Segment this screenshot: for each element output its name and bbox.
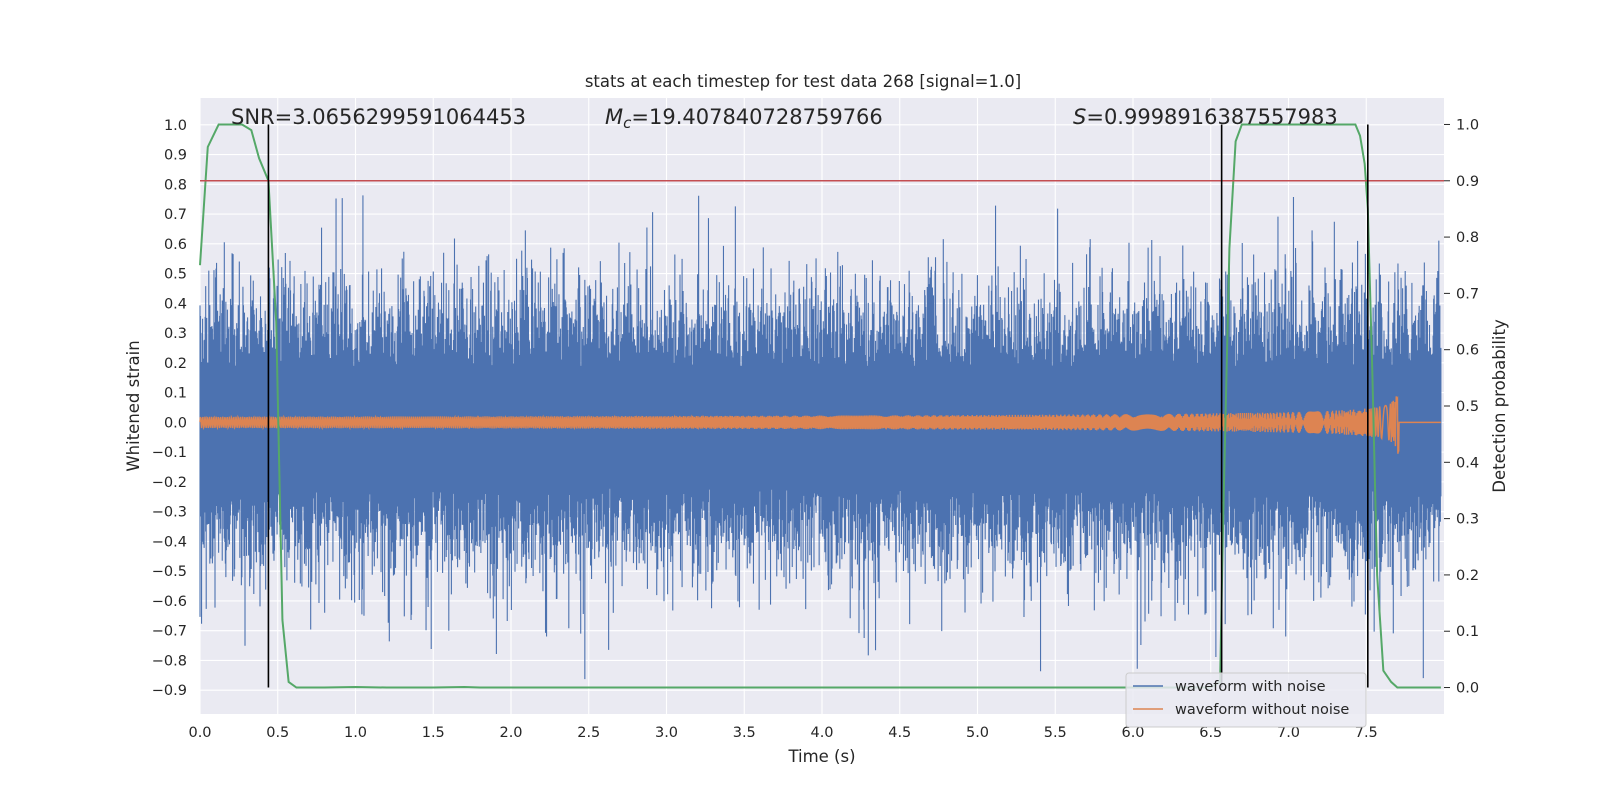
annotations: SNR=3.0656299591064453 Mc=19.40784072875… [231, 105, 1338, 132]
y-tick-label: −0.6 [152, 594, 187, 610]
y-axis-left: 1.0 0.9 0.8 0.7 0.6 0.5 0.4 0.3 0.2 0.1 0.0 −0.1 −0.… [152, 118, 187, 699]
chart-title: stats at each timestep for test data 268… [585, 72, 1021, 91]
legend: waveform with noise waveform without noi… [1125, 672, 1367, 728]
significance-symbol: S [1073, 105, 1086, 129]
y-right-tick-label: 0.9 [1456, 174, 1479, 190]
x-tick-label: 2.5 [577, 725, 600, 741]
x-tick-label: 6.5 [1199, 725, 1222, 741]
x-tick-label: 1.5 [422, 725, 445, 741]
y-axis-right: 1.0 0.9 0.8 0.7 0.6 0.5 0.4 0.3 0.2 0.1 0.0 [1444, 117, 1479, 697]
chirp-mass-symbol: M [605, 105, 623, 129]
y-axis-right-label: Detection probability [1490, 319, 1509, 493]
y-tick-label: −0.7 [152, 624, 187, 640]
y-tick-label: −0.1 [152, 445, 187, 461]
snr-annotation: SNR=3.0656299591064453 [231, 105, 526, 129]
y-right-tick-label: 0.8 [1456, 230, 1479, 246]
y-tick-label: 0.5 [164, 267, 187, 283]
legend-noise-label: waveform with noise [1175, 679, 1326, 695]
y-tick-label: −0.5 [152, 564, 187, 580]
y-tick-label: 0.2 [164, 356, 187, 372]
event-lines [267, 124, 1369, 688]
x-tick-label: 5.5 [1044, 725, 1067, 741]
y-tick-label: 1.0 [164, 118, 187, 134]
y-tick-label: 0.7 [164, 207, 187, 223]
y-right-tick-label: 0.7 [1456, 286, 1479, 302]
y-tick-label: 0.3 [164, 326, 187, 342]
x-axis-label: Time (s) [787, 747, 855, 766]
y-right-tick-label: 1.0 [1456, 117, 1479, 133]
y-right-tick-label: 0.5 [1456, 399, 1479, 415]
significance-annotation: S=0.9998916387557983 [1073, 105, 1338, 129]
clean-waveform [199, 395, 1441, 454]
y-right-tick-label: 0.1 [1456, 624, 1479, 640]
legend-clean-label: waveform without noise [1175, 702, 1349, 718]
x-tick-label: 4.5 [888, 725, 911, 741]
x-tick-label: 3.5 [733, 725, 756, 741]
x-tick-label: 1.0 [344, 725, 367, 741]
y-right-tick-label: 0.0 [1456, 681, 1479, 697]
y-tick-label: −0.9 [152, 683, 187, 699]
chirp-mass-value: =19.407840728759766 [631, 105, 882, 129]
x-tick-label: 0.5 [266, 725, 289, 741]
y-right-tick-label: 0.2 [1456, 568, 1479, 584]
y-tick-label: 0.1 [164, 386, 187, 402]
chirp-mass-subscript: c [623, 114, 632, 132]
x-axis: 0.0 0.5 1.0 1.5 2.0 2.5 3.0 3.5 4.0 4.5 5.0 5.5 6.0 6… [188, 725, 1377, 741]
x-tick-label: 3.0 [655, 725, 678, 741]
x-tick-label: 2.0 [499, 725, 522, 741]
y-right-tick-label: 0.6 [1456, 343, 1479, 359]
x-tick-label: 5.0 [966, 725, 989, 741]
y-tick-label: −0.4 [152, 534, 187, 550]
x-tick-label: 7.5 [1355, 725, 1378, 741]
y-right-tick-label: 0.3 [1456, 512, 1479, 528]
y-tick-label: −0.3 [152, 505, 187, 521]
y-tick-label: 0.8 [164, 177, 187, 193]
legend-box [1125, 672, 1367, 728]
x-tick-label: 7.0 [1277, 725, 1300, 741]
y-axis-label: Whitened strain [124, 340, 143, 471]
significance-value: =0.9998916387557983 [1086, 105, 1337, 129]
x-tick-label: 6.0 [1121, 725, 1144, 741]
y-tick-label: 0.0 [164, 415, 187, 431]
y-tick-label: 0.9 [164, 148, 187, 164]
x-tick-label: 0.0 [188, 725, 211, 741]
y-right-tick-label: 0.4 [1456, 455, 1479, 471]
y-tick-label: 0.4 [164, 296, 187, 312]
y-tick-label: −0.8 [152, 653, 187, 669]
clean-series [199, 395, 1441, 454]
y-tick-label: 0.6 [164, 237, 187, 253]
y-tick-label: −0.2 [152, 475, 187, 491]
x-tick-label: 4.0 [810, 725, 833, 741]
chirp-mass-annotation: Mc=19.407840728759766 [605, 105, 883, 132]
